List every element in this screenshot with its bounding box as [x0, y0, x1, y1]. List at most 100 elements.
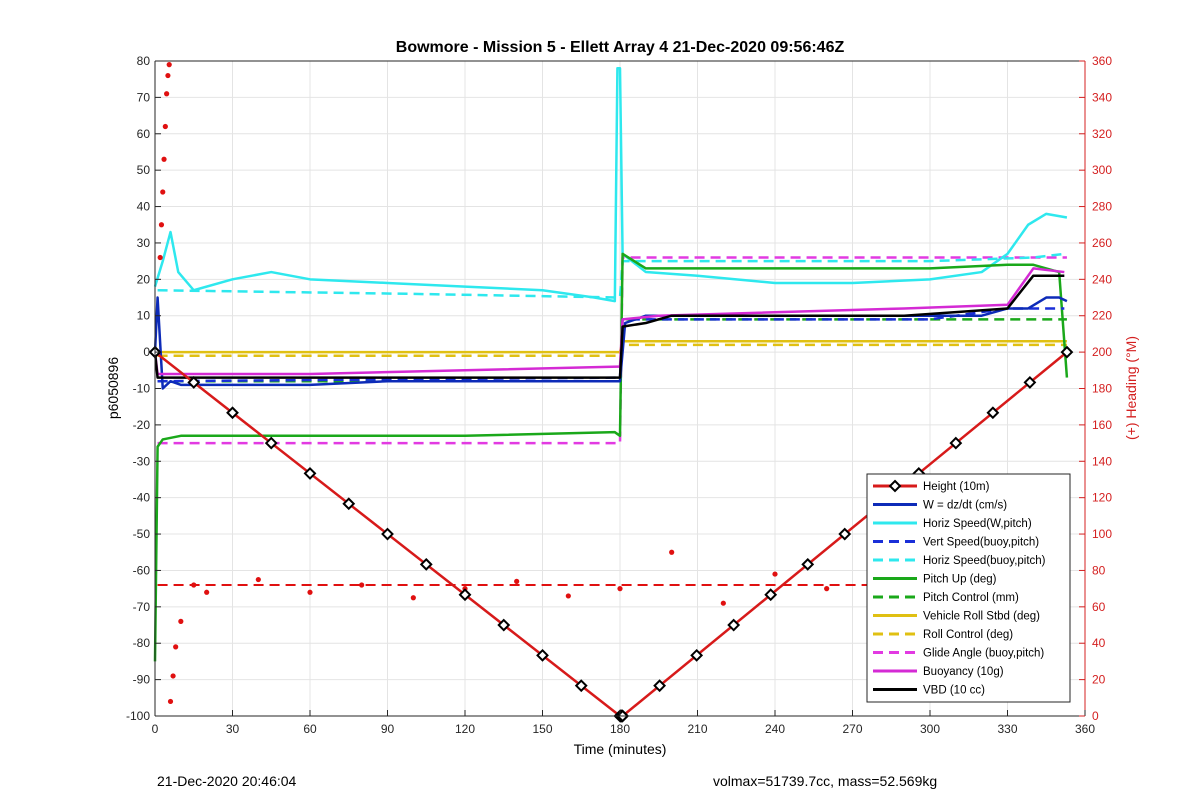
right-tick-label: 0: [1092, 709, 1099, 723]
height-marker: [187, 376, 201, 389]
right-axis-label: (+) Heading (°M): [1123, 336, 1139, 440]
y-tick-label: -60: [133, 563, 151, 577]
footer-volume-mass: volmax=51739.7cc, mass=52.569kg: [713, 773, 938, 789]
height-marker: [1023, 376, 1037, 389]
height-marker: [497, 618, 511, 632]
height-marker: [574, 679, 588, 693]
heading-point: [669, 549, 675, 555]
legend-label: Buoyancy (10g): [923, 666, 1004, 678]
right-tick-label: 360: [1092, 54, 1112, 68]
x-tick-label: 360: [1075, 722, 1095, 736]
x-tick-label: 270: [842, 722, 862, 736]
heading-point: [617, 586, 623, 592]
heading-point: [173, 644, 179, 650]
legend-label: Vehicle Roll Stbd (deg): [923, 611, 1040, 623]
height-marker: [801, 557, 815, 571]
y-tick-label: 80: [137, 54, 151, 68]
y-tick-label: -90: [133, 673, 151, 687]
legend-box: [866, 473, 1071, 703]
right-tick-label: 80: [1092, 563, 1106, 577]
height-marker: [342, 497, 356, 511]
heading-point: [157, 254, 163, 261]
right-tick-label: 20: [1092, 673, 1106, 687]
x-tick-label: 150: [532, 722, 552, 736]
legend-marker: [888, 479, 902, 493]
heading-point: [160, 189, 166, 195]
height-marker: [536, 648, 549, 662]
right-tick-label: 100: [1092, 527, 1112, 541]
y-tick-label: 70: [137, 90, 151, 104]
x-tick-label: 90: [381, 722, 395, 736]
x-tick-label: 300: [920, 722, 940, 736]
right-tick-label: 280: [1092, 200, 1112, 214]
y-tick-label: 0: [143, 345, 150, 359]
height-marker: [653, 679, 667, 693]
legend-label: Roll Control (deg): [923, 629, 1013, 641]
x-tick-label: 240: [765, 722, 785, 736]
height-marker: [838, 527, 852, 541]
legend-label: Vert Speed(buoy,pitch): [923, 537, 1039, 549]
data-layer: [148, 62, 1074, 723]
height-marker: [986, 406, 1000, 420]
x-tick-label: 60: [303, 722, 317, 736]
y-tick-label: -50: [133, 527, 151, 541]
heading-point: [720, 600, 726, 606]
height-marker: [419, 557, 433, 571]
legend-label: Glide Angle (buoy,pitch): [923, 648, 1044, 660]
chart-title: Bowmore - Mission 5 - Ellett Array 4 21-…: [396, 39, 845, 56]
heading-point: [166, 62, 172, 68]
legend-label: VBD (10 cc): [923, 685, 985, 697]
heading-point: [565, 593, 571, 599]
series-glide-angle: [157, 256, 1067, 445]
heading-point: [191, 582, 197, 588]
series-horiz-speed: [153, 67, 1068, 303]
legend: Height (10m) W = dz/dt (cm/s) Horiz Speed(…: [866, 473, 1071, 703]
series-vbd: [153, 274, 1065, 379]
right-tick-label: 60: [1092, 600, 1106, 614]
legend-label: Height (10m): [923, 481, 990, 493]
heading-point: [162, 123, 168, 130]
height-marker: [381, 527, 394, 541]
x-tick-label: 0: [152, 722, 159, 736]
x-tick-label: 30: [226, 722, 240, 736]
heading-point: [824, 586, 830, 592]
y-tick-label: 50: [137, 163, 151, 177]
y-tick-label: -40: [133, 491, 151, 505]
legend-label: Pitch Up (deg): [923, 574, 997, 586]
y-tick-label: -80: [133, 636, 151, 650]
right-tick-label: 180: [1092, 382, 1112, 396]
height-marker: [264, 436, 278, 450]
right-tick-label: 300: [1092, 163, 1112, 177]
legend-label: Horiz Speed(W,pitch): [923, 518, 1032, 530]
y-tick-label: 40: [137, 200, 151, 214]
legend-label: Horiz Speed(buoy,pitch): [923, 555, 1046, 567]
right-tick-label: 40: [1092, 636, 1106, 650]
heading-point: [772, 571, 778, 577]
height-marker: [226, 406, 239, 420]
height-marker: [949, 436, 963, 450]
right-tick-label: 260: [1092, 236, 1112, 250]
x-tick-label: 180: [610, 722, 630, 736]
right-tick-label: 120: [1092, 491, 1112, 505]
y-tick-label: 10: [137, 309, 151, 323]
y-tick-label: 30: [137, 236, 151, 250]
axes: 0 30 60 90 120 150 180 210 240 270 300 330 360-100-9…: [126, 54, 1112, 736]
right-tick-label: 200: [1092, 345, 1112, 359]
y-axis-label: p6050896: [105, 357, 121, 420]
heading-point: [410, 595, 416, 601]
x-axis-label: Time (minutes): [574, 741, 667, 757]
heading-point: [255, 576, 261, 583]
x-tick-label: 120: [455, 722, 475, 736]
right-tick-label: 320: [1092, 127, 1112, 141]
legend-label: W = dz/dt (cm/s): [923, 500, 1007, 512]
height-marker: [764, 588, 778, 602]
heading-point: [178, 618, 184, 624]
right-tick-label: 220: [1092, 309, 1112, 323]
heading-point: [514, 578, 520, 584]
heading-point: [307, 589, 313, 595]
x-tick-label: 330: [997, 722, 1017, 736]
y-tick-label: 20: [137, 272, 151, 286]
y-tick-label: -30: [133, 454, 151, 468]
height-marker: [1060, 345, 1074, 359]
